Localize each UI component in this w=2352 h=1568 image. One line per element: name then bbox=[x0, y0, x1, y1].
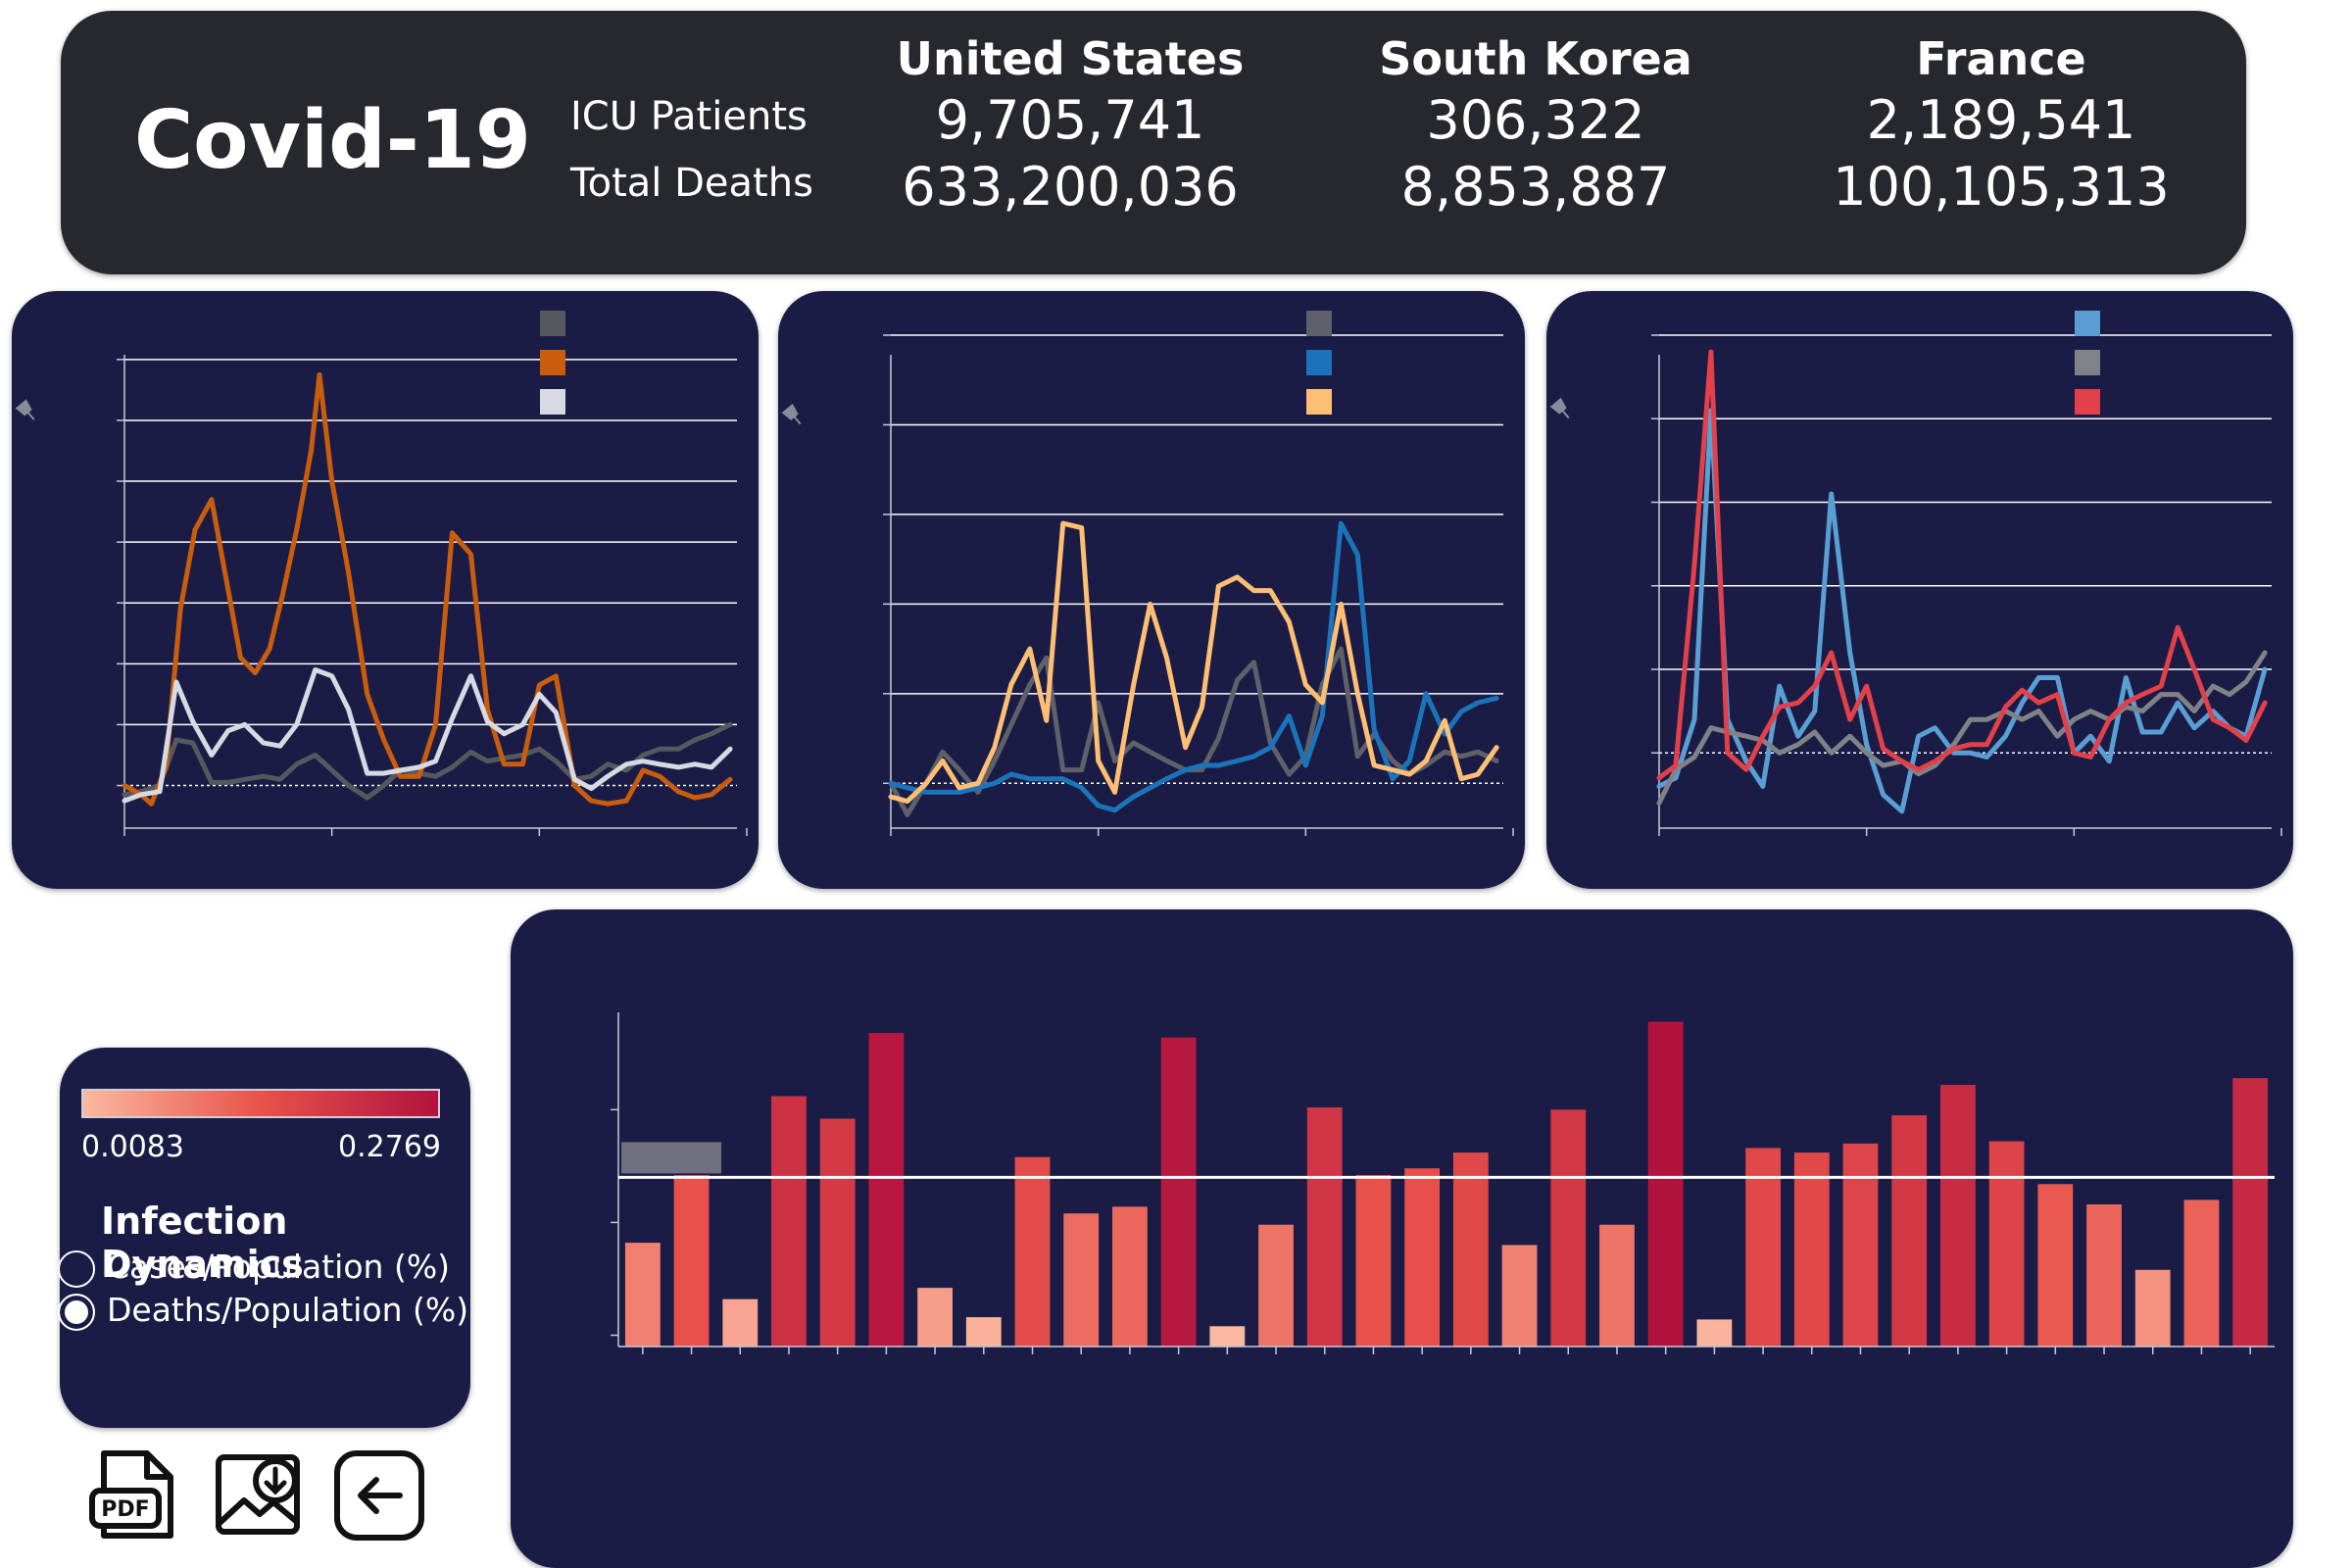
pin-icon bbox=[15, 399, 35, 420]
series-line-south-korea bbox=[888, 520, 1499, 813]
bar-france bbox=[1014, 1156, 1051, 1347]
back-arrow-icon bbox=[334, 1450, 424, 1541]
bar-hungary bbox=[1160, 1037, 1197, 1347]
country-name: France bbox=[1916, 32, 2086, 85]
average-label-bg bbox=[621, 1142, 721, 1174]
bar-portugal bbox=[1793, 1152, 1830, 1347]
bar-spain bbox=[1988, 1141, 2025, 1347]
bar-germany bbox=[1063, 1213, 1100, 1347]
series-line-finland bbox=[1656, 650, 2268, 806]
icu-value: 9,705,741 bbox=[935, 89, 1205, 151]
legend-swatch bbox=[540, 389, 565, 415]
pin-icon bbox=[781, 403, 802, 425]
america-continent-panel bbox=[12, 291, 759, 889]
radio-unselected-icon[interactable] bbox=[58, 1250, 95, 1288]
bar-moldova bbox=[1550, 1109, 1587, 1347]
image-download-button[interactable] bbox=[211, 1446, 307, 1544]
icu-value: 306,322 bbox=[1426, 89, 1645, 151]
asia-continent-panel bbox=[778, 291, 1525, 889]
country-name: United States bbox=[896, 32, 1245, 85]
cases-population-radio[interactable]: Cases/Population (%) bbox=[58, 1248, 469, 1291]
legend-swatch bbox=[1306, 350, 1332, 375]
series-line-united-states bbox=[122, 667, 733, 804]
bar-latvia bbox=[1355, 1175, 1392, 1347]
bar-belgium bbox=[771, 1096, 807, 1347]
legend-swatch bbox=[1306, 311, 1332, 336]
legend-swatch bbox=[1306, 389, 1332, 415]
series-line-belgium bbox=[1656, 408, 2268, 814]
bar-albania bbox=[624, 1243, 661, 1347]
option-label: Deaths/Population (%) bbox=[107, 1291, 469, 1329]
deaths-row-label: Total Deaths bbox=[570, 161, 813, 206]
bar-ukraine bbox=[2183, 1200, 2220, 1347]
bar-norway bbox=[1696, 1319, 1733, 1347]
icu-value: 2,189,541 bbox=[1866, 89, 2136, 151]
legend-swatch bbox=[2075, 389, 2100, 415]
bar-liechtenstein bbox=[1404, 1168, 1441, 1347]
legend-swatch bbox=[2075, 350, 2100, 375]
bar-greece bbox=[1112, 1206, 1148, 1347]
bar-poland bbox=[1745, 1148, 1781, 1347]
image-download-icon bbox=[216, 1454, 300, 1535]
series-line-mexico bbox=[122, 371, 733, 807]
country-name: South Korea bbox=[1379, 32, 1692, 85]
series-line-spain bbox=[1656, 349, 2268, 781]
back-button[interactable] bbox=[331, 1446, 427, 1544]
europe-2021-bar-chart bbox=[611, 1012, 2275, 1354]
pin-shape bbox=[1549, 397, 1570, 419]
legend-swatch bbox=[2075, 311, 2100, 336]
bar-finland bbox=[965, 1317, 1002, 1347]
bar-austria bbox=[673, 1175, 710, 1347]
legend-swatch bbox=[540, 350, 565, 375]
bar-croatia bbox=[819, 1118, 856, 1347]
asia-line-chart bbox=[781, 311, 1514, 836]
bar-switzerland bbox=[2086, 1203, 2122, 1347]
option-label: Cases/Population (%) bbox=[107, 1248, 451, 1286]
bar-turkey bbox=[2134, 1269, 2171, 1347]
pin-shape bbox=[15, 399, 35, 420]
dashboard-title: Covid-19 bbox=[134, 94, 531, 187]
pdf-download-button[interactable]: PDF bbox=[88, 1446, 184, 1544]
color-gradient-bar bbox=[81, 1089, 440, 1118]
color-legend-panel: 0.0083 0.2769 Infection Dynamics Cases/P… bbox=[58, 1048, 470, 1428]
infection-dynamics-title: Infection Dynamics bbox=[101, 1200, 304, 1286]
europe-line-chart bbox=[1549, 311, 2282, 836]
europe-continent-panel bbox=[1546, 291, 2293, 889]
pdf-download-icon: PDF bbox=[89, 1450, 173, 1539]
bar-romania bbox=[1842, 1143, 1879, 1347]
bar-netherlands bbox=[1599, 1224, 1635, 1347]
bar-united-kingdom bbox=[2232, 1078, 2269, 1347]
series-line-turkey bbox=[888, 520, 1499, 805]
america-line-chart bbox=[15, 311, 748, 836]
bar-ireland bbox=[1258, 1224, 1294, 1347]
bar-luxembourg bbox=[1501, 1245, 1538, 1347]
bar-belarus bbox=[722, 1298, 759, 1347]
deaths-value: 633,200,036 bbox=[902, 156, 1239, 218]
bar-denmark bbox=[917, 1288, 953, 1347]
pin-shape bbox=[781, 403, 802, 425]
bar-iceland bbox=[1209, 1326, 1246, 1347]
gradient-max-label: 0.2769 bbox=[338, 1130, 441, 1164]
bar-lithuania bbox=[1452, 1152, 1489, 1347]
pin-icon bbox=[1549, 397, 1570, 419]
bar-italy bbox=[1306, 1107, 1343, 1347]
bar-sweden bbox=[2037, 1184, 2074, 1347]
gradient-min-label: 0.0083 bbox=[81, 1130, 184, 1164]
bar-czechia bbox=[868, 1033, 905, 1347]
europe-2021-panel bbox=[511, 909, 2293, 1568]
icu-row-label: ICU Patients bbox=[570, 94, 808, 139]
legend-swatch bbox=[540, 311, 565, 336]
bar-north-macedonia bbox=[1647, 1021, 1684, 1347]
series-line-canada bbox=[122, 721, 733, 801]
deaths-population-radio[interactable]: Deaths/Population (%) bbox=[58, 1291, 469, 1334]
deaths-value: 100,105,313 bbox=[1833, 156, 2170, 218]
radio-selected-icon[interactable] bbox=[58, 1294, 95, 1331]
bar-slovakia bbox=[1891, 1115, 1928, 1347]
bar-slovenia bbox=[1940, 1085, 1976, 1347]
deaths-value: 8,853,887 bbox=[1400, 156, 1671, 218]
pdf-label: PDF bbox=[101, 1497, 149, 1522]
kpi-header: Covid-19 ICU Patients Total Deaths Unite… bbox=[61, 11, 2246, 274]
